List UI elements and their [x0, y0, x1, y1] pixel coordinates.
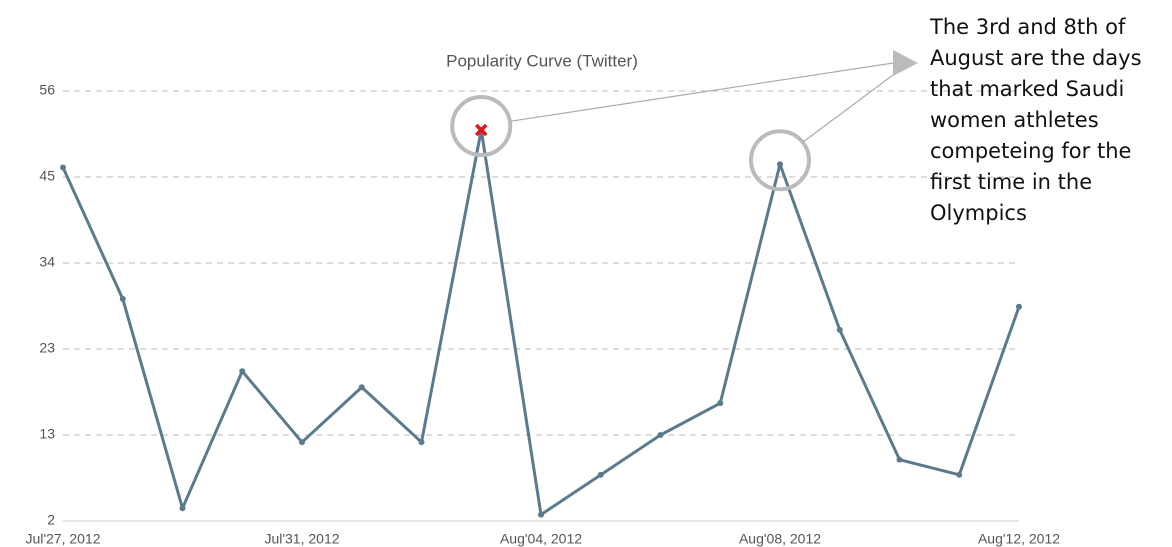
y-tick-label: 45 [39, 168, 55, 184]
arrow-head [893, 50, 918, 76]
point [777, 161, 783, 168]
y-tick-label: 13 [39, 426, 55, 442]
point [60, 164, 66, 171]
callout-line [510, 62, 894, 122]
x-tick-label: Aug'04, 2012 [500, 531, 582, 547]
point [299, 439, 305, 446]
point [597, 471, 604, 478]
highlight-marker [475, 123, 488, 137]
point [836, 326, 843, 333]
point [358, 384, 365, 391]
annotation: competeing for the [930, 139, 1131, 163]
x-tick-label: Aug'08, 2012 [739, 531, 821, 547]
point [239, 368, 246, 375]
annotation: first time in the [930, 170, 1092, 194]
point [418, 439, 425, 446]
highlight-ring [450, 95, 513, 158]
point [956, 471, 963, 478]
point [1016, 303, 1022, 310]
point [896, 456, 903, 463]
y-tick-label: 56 [39, 82, 55, 98]
point [119, 295, 126, 302]
highlight-ring [749, 129, 811, 192]
chart-title: Popularity Curve (Twitter) [446, 51, 638, 70]
point [717, 400, 724, 407]
y-tick-label: 34 [39, 254, 55, 270]
x-tick-label: Jul'27, 2012 [25, 531, 100, 547]
point [657, 432, 664, 438]
point [538, 511, 544, 518]
y-tick-label: 2 [47, 512, 55, 528]
x-tick-label: Aug'12, 2012 [978, 531, 1060, 547]
annotation: The 3rd and 8th of [929, 15, 1126, 39]
annotation: that marked Saudi [930, 77, 1124, 101]
annotation: women athletes [930, 108, 1099, 132]
x-tick-label: Jul'31, 2012 [264, 531, 339, 547]
point [179, 505, 186, 512]
line [61, 128, 1021, 517]
annotation: August are the days [930, 46, 1142, 70]
annotation: Olympics [930, 201, 1027, 225]
callout-line [803, 74, 894, 143]
y-tick-label: 23 [39, 340, 55, 356]
